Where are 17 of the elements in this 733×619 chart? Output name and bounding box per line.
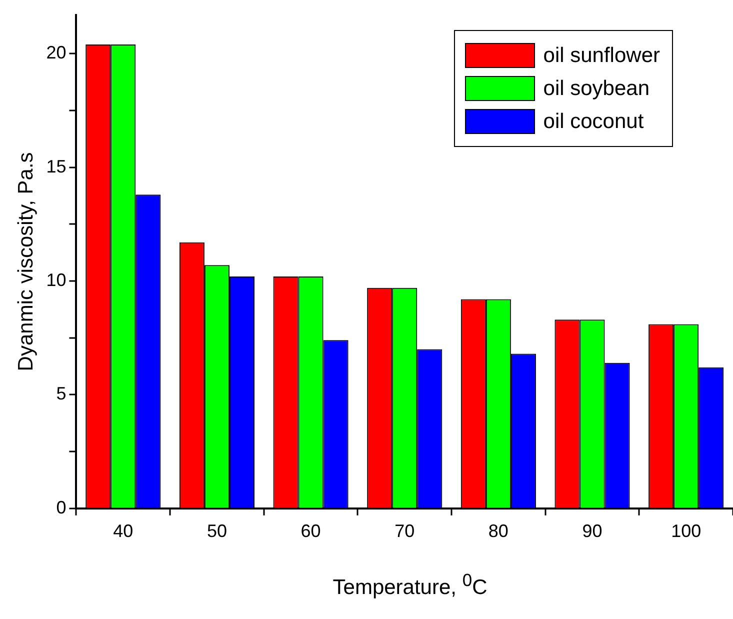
x-tick-label: 50 [206, 521, 227, 542]
x-tick-label: 70 [394, 521, 415, 542]
y-tick-label: 20 [46, 42, 66, 63]
x-tick-label: 40 [113, 521, 134, 542]
x-tick-label: 80 [488, 521, 508, 542]
legend-label: oil soybean [543, 76, 650, 100]
legend-label: oil sunflower [543, 44, 660, 68]
x-tick-label: 60 [300, 521, 321, 542]
y-tick-label: 10 [46, 270, 66, 290]
x-tick-label: 90 [582, 521, 602, 542]
y-axis-title: Dyanmic viscosity, Pa.s [14, 152, 38, 372]
y-tick-label: 15 [46, 156, 66, 176]
x-axis-title: Temperature, $^{0}$C [332, 570, 488, 600]
y-tick-label: 5 [56, 384, 66, 404]
y-tick-label: 0 [56, 497, 66, 518]
x-tick-label: 100 [671, 521, 702, 542]
legend-label: oil coconut [543, 110, 644, 134]
